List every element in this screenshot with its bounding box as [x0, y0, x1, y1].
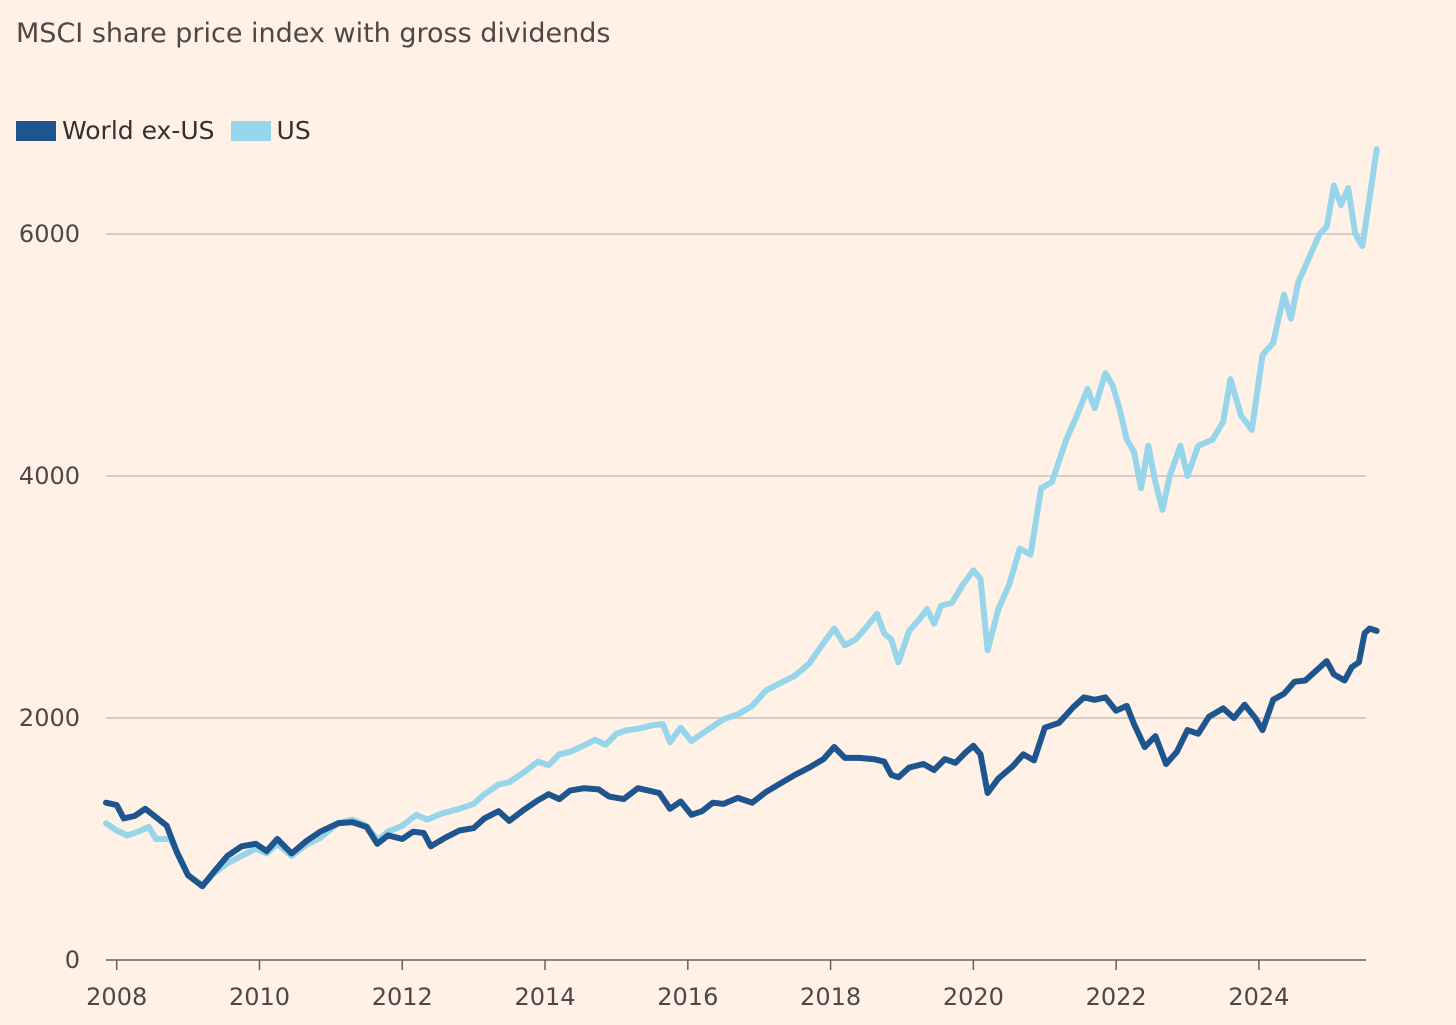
x-tick-label-2024: 2024: [1228, 983, 1289, 1011]
x-tick-label-2022: 2022: [1086, 983, 1147, 1011]
x-tick-label-2016: 2016: [657, 983, 718, 1011]
series-line-us: [103, 146, 1380, 888]
y-tick-label-0: 0: [65, 946, 80, 974]
series-lines: [103, 146, 1380, 890]
x-tick-label-2014: 2014: [514, 983, 575, 1011]
y-axis-labels: 0 2000 4000 6000: [19, 220, 80, 974]
x-tick-label-2020: 2020: [943, 983, 1004, 1011]
x-tick-label-2010: 2010: [229, 983, 290, 1011]
x-axis: 2008 2010 2012 2014 2016 2018 2020 2022 2024: [86, 959, 1366, 1011]
grid-lines: [106, 233, 1366, 719]
y-tick-label-6000: 6000: [19, 220, 80, 248]
y-tick-label-2000: 2000: [19, 704, 80, 732]
x-tick-label-2018: 2018: [800, 983, 861, 1011]
chart-subtitle: MSCI share price index with gross divide…: [16, 18, 611, 49]
x-tick-label-2012: 2012: [372, 983, 433, 1011]
legend-item-world-ex-us: World ex-US: [16, 116, 215, 145]
x-tick-label-2008: 2008: [86, 983, 147, 1011]
legend-item-us: US: [230, 116, 311, 145]
series-line-world-ex-us: [103, 625, 1380, 890]
chart-legend: World ex-US US: [16, 116, 327, 145]
legend-swatch-us: [230, 120, 271, 141]
legend-label-us: US: [276, 116, 311, 145]
legend-label-world-ex-us: World ex-US: [62, 116, 215, 145]
y-tick-label-4000: 4000: [19, 462, 80, 490]
legend-swatch-world-ex-us: [16, 120, 56, 141]
